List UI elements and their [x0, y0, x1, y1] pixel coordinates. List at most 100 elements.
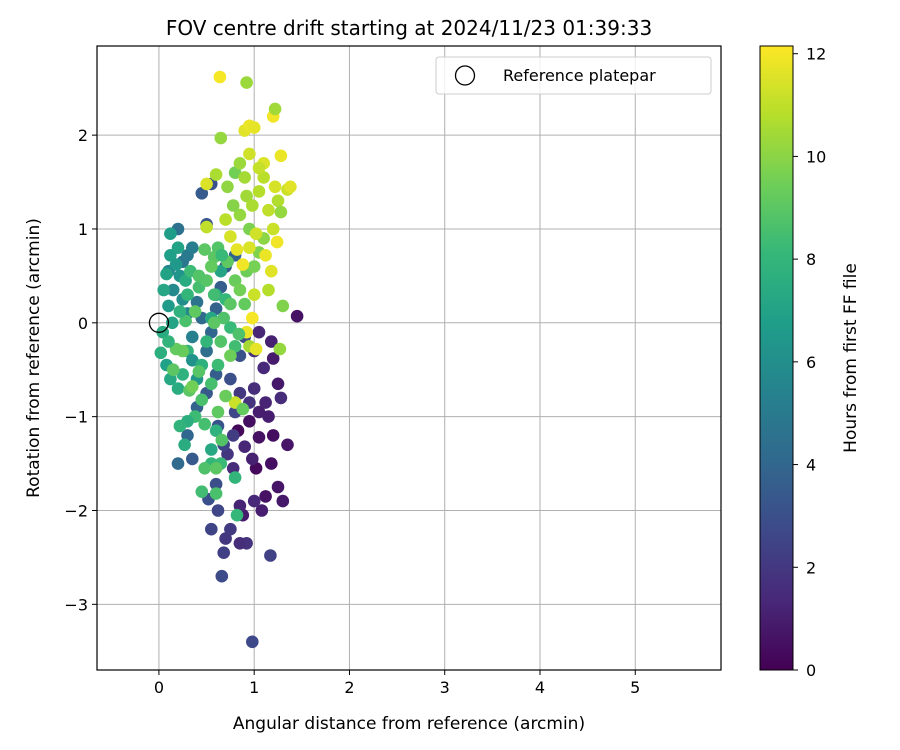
data-point: [209, 168, 223, 181]
data-point: [281, 438, 294, 452]
data-point: [211, 358, 225, 372]
data-point: [211, 504, 225, 517]
data-point: [209, 462, 223, 475]
data-point: [171, 382, 185, 395]
data-point: [257, 361, 271, 375]
data-point: [166, 363, 180, 377]
x-axis-label: Angular distance from reference (arcmin): [233, 714, 585, 734]
data-point: [162, 335, 175, 348]
data-point: [198, 462, 211, 475]
colorbar-tick-label: 10: [806, 147, 826, 166]
data-point: [209, 424, 223, 438]
x-axis-ticks: 0 1 2 3 4 5: [154, 670, 640, 697]
data-point: [249, 227, 263, 240]
colorbar-tick-label: 0: [806, 661, 816, 680]
colorbar-tick-label: 12: [806, 45, 826, 64]
data-point: [252, 431, 266, 444]
data-point: [200, 344, 213, 358]
data-point: [252, 325, 266, 339]
legend-box: [435, 56, 712, 95]
colorbar-tick-label: 8: [806, 250, 816, 269]
data-point: [233, 283, 247, 297]
data-point: [213, 70, 227, 84]
data-point: [215, 249, 229, 262]
data-point: [215, 433, 229, 447]
x-tick-label: 2: [344, 678, 354, 697]
data-point: [209, 477, 223, 491]
data-point: [224, 230, 237, 243]
data-point: [247, 121, 261, 134]
y-tick-label: −3: [64, 595, 88, 614]
data-point: [238, 297, 251, 311]
legend-label: Reference platepar: [503, 66, 656, 85]
data-point: [186, 452, 199, 466]
data-point: [195, 187, 209, 200]
data-point: [238, 440, 251, 454]
data-point: [198, 243, 211, 256]
data-point: [186, 330, 199, 344]
y-tick-label: 0: [78, 314, 88, 333]
data-point: [243, 241, 256, 254]
data-point: [214, 131, 228, 145]
data-point: [209, 302, 223, 316]
data-point: [200, 335, 213, 348]
data-point: [179, 314, 192, 328]
legend: Reference platepar: [435, 56, 712, 95]
data-point: [284, 180, 297, 194]
data-point: [195, 485, 209, 499]
data-point: [211, 405, 225, 419]
data-point: [268, 102, 282, 116]
x-tick-label: 5: [630, 678, 640, 697]
x-tick-label: 3: [440, 678, 450, 697]
data-point: [266, 352, 280, 365]
data-point: [192, 365, 206, 378]
data-point: [179, 274, 192, 287]
data-point: [214, 335, 228, 348]
data-point: [233, 537, 247, 550]
data-point: [233, 208, 247, 222]
data-point: [217, 546, 230, 559]
data-point: [259, 490, 272, 503]
data-point: [221, 180, 234, 194]
colorbar-tick-label: 2: [806, 558, 816, 577]
data-point: [262, 410, 275, 423]
data-point: [252, 185, 266, 198]
data-point: [190, 295, 204, 309]
legend-marker-icon: [454, 65, 476, 86]
data-point: [173, 419, 187, 433]
data-point: [162, 299, 175, 313]
data-point: [173, 305, 187, 318]
data-point: [246, 199, 259, 212]
data-point: [236, 402, 250, 416]
data-point: [217, 311, 230, 325]
data-point: [271, 480, 285, 494]
data-point: [169, 258, 183, 271]
data-point: [236, 258, 250, 271]
data-point: [274, 149, 288, 163]
colorbar-gradient: [759, 45, 794, 671]
x-tick-label: 1: [249, 678, 259, 697]
data-point: [246, 311, 259, 325]
y-tick-label: 1: [78, 220, 88, 239]
data-point: [181, 288, 194, 302]
data-point: [226, 199, 240, 212]
data-point: [273, 342, 287, 356]
x-tick-label: 0: [154, 678, 164, 697]
data-point: [219, 213, 232, 226]
data-point: [232, 327, 246, 341]
x-tick-label: 4: [535, 678, 545, 697]
data-point: [224, 372, 237, 386]
data-point: [195, 393, 209, 407]
data-point: [265, 335, 278, 348]
data-point: [164, 227, 177, 240]
data-point: [205, 443, 218, 456]
reference-point: [148, 312, 170, 333]
data-point: [249, 342, 263, 356]
y-tick-label: −1: [64, 408, 88, 427]
data-point: [271, 377, 285, 391]
data-point: [207, 288, 221, 302]
data-point: [209, 487, 223, 500]
data-point: [262, 203, 275, 217]
data-point: [166, 283, 180, 297]
colorbar-tick-label: 6: [806, 353, 816, 372]
